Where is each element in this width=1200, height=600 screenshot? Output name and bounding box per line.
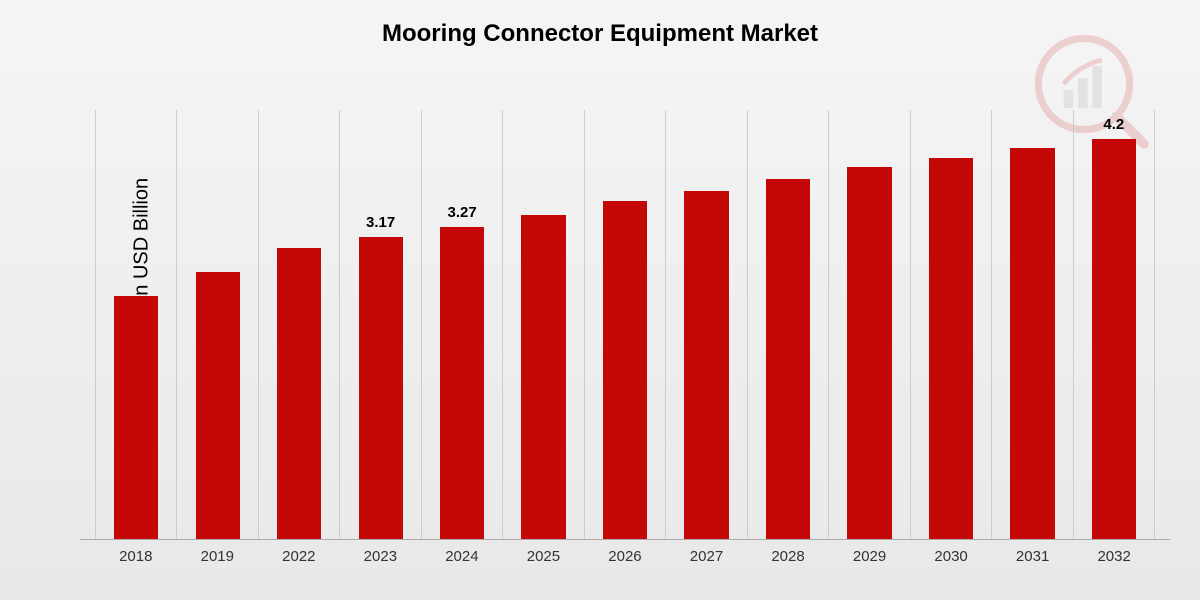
bar (359, 237, 403, 539)
x-axis-category: 2031 (992, 548, 1074, 565)
x-axis-category: 2022 (258, 548, 340, 565)
bar (277, 248, 321, 539)
bar-wrapper (666, 110, 747, 539)
bar-wrapper (829, 110, 910, 539)
bar (521, 215, 565, 539)
bar (766, 179, 810, 539)
x-axis-category: 2019 (177, 548, 259, 565)
x-axis-category: 2027 (666, 548, 748, 565)
bar-wrapper (259, 110, 340, 539)
bar (1092, 139, 1136, 539)
bar-wrapper (177, 110, 258, 539)
chart-title: Mooring Connector Equipment Market (382, 20, 818, 48)
bar (114, 296, 158, 539)
bar (1010, 148, 1054, 539)
bar (929, 158, 973, 539)
bar-wrapper (503, 110, 584, 539)
x-axis-category: 2030 (910, 548, 992, 565)
bar-value-label: 3.17 (366, 214, 395, 231)
bar-wrapper (911, 110, 992, 539)
x-axis-category: 2024 (421, 548, 503, 565)
bar-wrapper (748, 110, 829, 539)
x-axis-category: 2029 (829, 548, 911, 565)
bar (847, 167, 891, 539)
bar-wrapper: 3.27 (422, 110, 503, 539)
bar-wrapper (95, 110, 177, 539)
bar-wrapper: 4.2 (1074, 110, 1155, 539)
bar (196, 272, 240, 539)
bar-wrapper: 3.17 (340, 110, 421, 539)
bars-container: 3.17 3.27 4.2 (80, 110, 1170, 539)
x-axis-labels: 2018201920222023202420252026202720282029… (80, 548, 1170, 565)
x-axis-category: 2025 (503, 548, 585, 565)
bar-wrapper (992, 110, 1073, 539)
bar (440, 227, 484, 539)
bar-value-label: 4.2 (1103, 116, 1124, 133)
x-axis-category: 2032 (1073, 548, 1155, 565)
x-axis-category: 2023 (340, 548, 422, 565)
x-axis-category: 2028 (747, 548, 829, 565)
bar (684, 191, 728, 539)
bar-value-label: 3.27 (448, 204, 477, 221)
bar (603, 201, 647, 539)
bar-wrapper (585, 110, 666, 539)
x-axis-category: 2018 (95, 548, 177, 565)
chart-plot-area: 3.17 3.27 4.2 (80, 110, 1170, 540)
x-axis-category: 2026 (584, 548, 666, 565)
